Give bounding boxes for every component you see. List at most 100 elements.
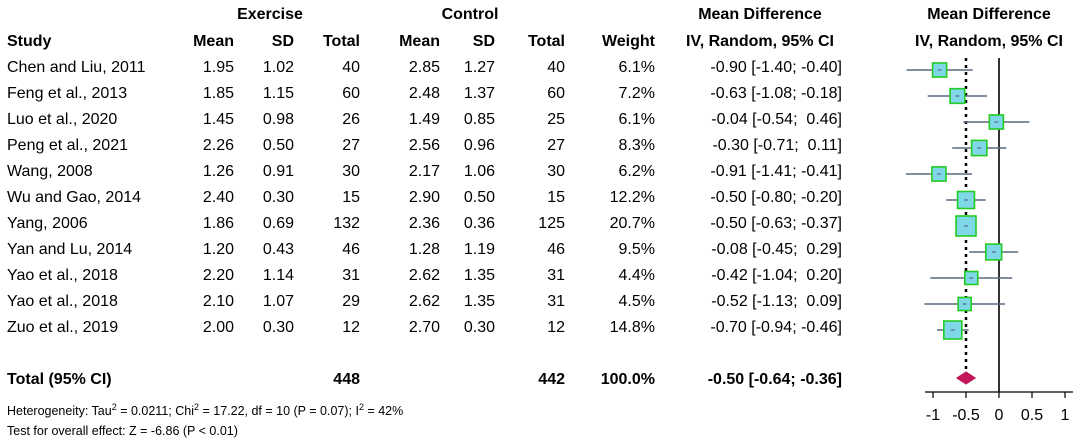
control-total: 15	[547, 189, 565, 206]
control-mean: 2.56	[408, 137, 440, 154]
study-weight: 8.3%	[618, 137, 655, 154]
study-weight: 9.5%	[618, 241, 655, 258]
study-name: Peng et al., 2021	[7, 137, 128, 154]
study-weight: 14.8%	[609, 319, 655, 336]
exercise-total: 12	[342, 319, 360, 336]
control-total-sum: 442	[538, 371, 565, 388]
control-sd: 0.96	[463, 137, 495, 154]
total-weight: 100.0%	[600, 371, 655, 388]
study-ci: -0.30 [-0.71; 0.11]	[712, 137, 842, 154]
study-row: Yang, 2006 1.86 0.69 132 2.36 0.36 125 2…	[0, 213, 880, 239]
exercise-mean: 1.85	[202, 85, 234, 102]
study-weight: 20.7%	[609, 215, 655, 232]
exercise-sd: 0.91	[262, 163, 294, 180]
control-sd: 1.06	[463, 163, 495, 180]
exercise-mean: 2.20	[202, 267, 234, 284]
study-weight: 7.2%	[618, 85, 655, 102]
study-row: Yan and Lu, 2014 1.20 0.43 46 1.28 1.19 …	[0, 239, 880, 265]
x-tick-label: -1	[926, 407, 940, 424]
plot-subtitle: IV, Random, 95% CI	[915, 33, 1063, 50]
control-mean: 2.62	[408, 267, 440, 284]
exercise-total: 26	[342, 111, 360, 128]
study-column-header: Study	[7, 33, 52, 50]
study-row: Chen and Liu, 2011 1.95 1.02 40 2.85 1.2…	[0, 57, 880, 83]
control-mean: 2.17	[408, 163, 440, 180]
study-row: Feng et al., 2013 1.85 1.15 60 2.48 1.37…	[0, 83, 880, 109]
exercise-mean: 2.10	[202, 293, 234, 310]
study-weight: 4.5%	[618, 293, 655, 310]
exercise-total: 29	[342, 293, 360, 310]
study-ci: -0.04 [-0.54; 0.46]	[711, 111, 842, 128]
control-sd: 1.27	[463, 59, 495, 76]
exercise-sd: 0.98	[262, 111, 294, 128]
exercise-mean: 2.00	[202, 319, 234, 336]
ci-column-header: IV, Random, 95% CI	[686, 33, 834, 50]
study-weight: 6.1%	[618, 59, 655, 76]
control-sd: 0.50	[463, 189, 495, 206]
control-mean: 2.36	[408, 215, 440, 232]
control-mean: 1.28	[408, 241, 440, 258]
control-sd: 1.35	[463, 293, 495, 310]
study-name: Yan and Lu, 2014	[7, 241, 133, 258]
exercise-sd: 1.15	[262, 85, 294, 102]
study-ci: -0.50 [-0.63; -0.37]	[710, 215, 842, 232]
overall-effect-text: Test for overall effect: Z = -6.86 (P < …	[7, 424, 238, 438]
exercise-total: 46	[342, 241, 360, 258]
study-row: Luo et al., 2020 1.45 0.98 26 1.49 0.85 …	[0, 109, 880, 135]
control-total: 27	[547, 137, 565, 154]
study-name: Luo et al., 2020	[7, 111, 118, 128]
group1-header: Exercise	[237, 6, 303, 23]
control-sd: 0.85	[463, 111, 495, 128]
control-sd: 0.30	[463, 319, 495, 336]
control-total: 60	[547, 85, 565, 102]
x-tick-label: -0.5	[952, 407, 980, 424]
study-name: Feng et al., 2013	[7, 85, 128, 102]
study-row: Wu and Gao, 2014 2.40 0.30 15 2.90 0.50 …	[0, 187, 880, 213]
control-total: 46	[547, 241, 565, 258]
sd2-column-header: SD	[472, 33, 495, 50]
plot-title: Mean Difference	[927, 6, 1051, 23]
exercise-sd: 0.43	[262, 241, 294, 258]
study-weight: 6.2%	[618, 163, 655, 180]
exercise-total: 40	[342, 59, 360, 76]
control-mean: 2.48	[408, 85, 440, 102]
study-row: Wang, 2008 1.26 0.91 30 2.17 1.06 30 6.2…	[0, 161, 880, 187]
control-sd: 1.35	[463, 267, 495, 284]
study-row: Yao et al., 2018 2.20 1.14 31 2.62 1.35 …	[0, 265, 880, 291]
study-ci: -0.52 [-1.13; 0.09]	[711, 293, 842, 310]
control-total: 40	[547, 59, 565, 76]
exercise-mean: 1.95	[202, 59, 234, 76]
x-tick-label: 1	[1061, 407, 1070, 424]
control-total: 31	[547, 293, 565, 310]
exercise-sd: 1.02	[262, 59, 294, 76]
exercise-mean: 1.26	[202, 163, 234, 180]
pooled-diamond	[955, 371, 977, 385]
study-name: Wang, 2008	[7, 163, 93, 180]
x-tick-label: 0.5	[1021, 407, 1043, 424]
heterogeneity-text: Heterogeneity: Tau2 = 0.0211; Chi2 = 17.…	[7, 402, 404, 419]
exercise-sd: 0.30	[262, 319, 294, 336]
group2-header: Control	[441, 6, 499, 23]
study-weight: 12.2%	[609, 189, 655, 206]
mean2-column-header: Mean	[399, 33, 440, 50]
exercise-sd: 1.14	[262, 267, 294, 284]
exercise-total-sum: 448	[333, 371, 360, 388]
study-ci: -0.70 [-0.94; -0.46]	[710, 319, 842, 336]
study-name: Yao et al., 2018	[7, 293, 118, 310]
weight-column-header: Weight	[601, 33, 655, 50]
study-row: Yao et al., 2018 2.10 1.07 29 2.62 1.35 …	[0, 291, 880, 317]
exercise-mean: 1.20	[202, 241, 234, 258]
exercise-sd: 0.50	[262, 137, 294, 154]
study-weight: 4.4%	[618, 267, 655, 284]
exercise-sd: 0.69	[262, 215, 294, 232]
study-name: Chen and Liu, 2011	[7, 59, 146, 76]
exercise-total: 27	[342, 137, 360, 154]
exercise-total: 60	[342, 85, 360, 102]
control-mean: 2.85	[408, 59, 440, 76]
control-total: 30	[547, 163, 565, 180]
control-total: 25	[547, 111, 565, 128]
total-row: Total (95% CI) 448 442 100.0% -0.50 [-0.…	[0, 369, 880, 395]
x-tick-label: 0	[995, 407, 1004, 424]
